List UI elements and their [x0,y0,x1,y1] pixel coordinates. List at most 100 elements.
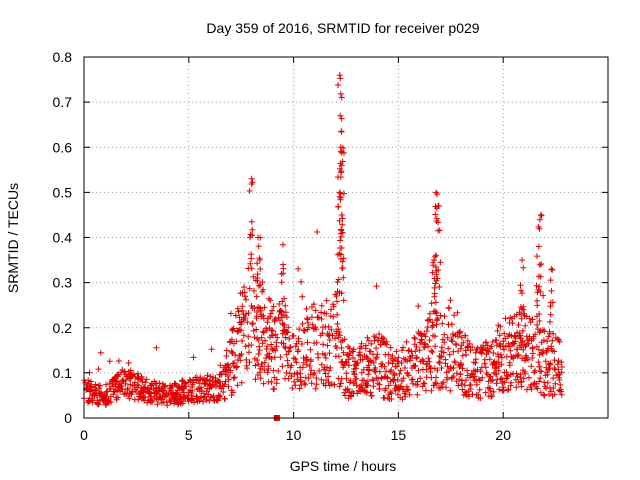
data-point [95,401,102,408]
data-point [126,395,133,402]
data-point [239,337,245,344]
data-point [540,337,547,344]
data-point [354,359,361,366]
data-point [415,303,422,310]
data-point [103,388,110,395]
data-point [540,391,547,398]
data-point [257,266,264,272]
data-point [432,343,439,350]
data-point [462,332,469,339]
data-point [403,338,410,345]
data-point [267,297,274,304]
data-point [108,399,114,406]
data-point [286,348,293,355]
data-point [304,356,311,363]
data-point [521,310,527,317]
data-point [296,326,303,333]
data-point [405,347,412,354]
data-point [437,259,444,266]
data-point [253,309,260,315]
data-point [341,336,348,343]
data-point [505,386,512,393]
data-point [428,300,435,307]
data-point [549,299,556,306]
data-point [555,358,562,364]
data-point [225,383,232,390]
data-point [454,309,461,316]
data-point [335,174,341,181]
data-point [432,333,438,340]
data-point [444,363,451,370]
data-point [441,313,448,320]
data-point [474,366,481,373]
data-point [322,370,329,377]
data-point [430,262,437,269]
data-point [522,370,529,377]
data-point [273,343,280,350]
data-point [339,221,346,228]
data-point [432,253,439,260]
data-point [551,391,558,398]
data-point [361,377,367,384]
data-point [458,361,465,368]
data-point [373,283,380,290]
data-point [536,311,543,317]
data-point [534,297,541,304]
data-point [425,355,432,362]
data-point [124,385,131,392]
data-point [390,377,397,384]
data-point [236,314,243,321]
data-point [544,371,551,378]
data-point [494,327,501,334]
data-point [267,310,274,317]
data-point [431,284,438,291]
data-point [472,349,479,356]
data-point [439,344,445,351]
data-point [253,326,260,333]
data-point [338,149,345,156]
data-point [118,382,125,389]
data-point [259,328,266,335]
data-point [252,362,259,369]
data-point [270,332,277,339]
data-point [445,345,452,352]
data-point [522,322,529,329]
data-point [279,363,286,370]
data-point [335,82,342,88]
data-point [264,319,271,326]
data-point [410,380,416,387]
data-point [536,262,543,268]
data-point [336,217,343,224]
data-point [338,211,345,218]
data-point [459,352,466,359]
data-point [222,378,229,385]
data-point [97,349,104,356]
data-point [457,345,464,352]
data-point [428,387,435,394]
data-point [504,373,511,380]
data-point [239,303,246,310]
data-point [546,328,553,335]
data-point [331,381,338,388]
data-point [554,361,561,368]
data-point [114,394,121,401]
data-point [336,165,343,172]
data-point [282,334,289,341]
y-tick-labels: 0 0.1 0.2 0.3 0.4 0.5 0.6 0.7 0.8 [53,49,73,426]
data-point [520,264,527,271]
data-point [203,396,210,403]
data-point [520,346,527,353]
data-point [295,338,302,345]
data-point [280,340,287,347]
data-point [287,344,294,351]
data-point [333,293,340,299]
data-point [558,369,565,376]
data-point [434,275,441,282]
data-point [441,331,448,338]
data-point [234,363,241,370]
data-point [501,379,508,386]
data-point [338,344,345,351]
data-point [335,326,342,333]
data-point [231,374,238,381]
